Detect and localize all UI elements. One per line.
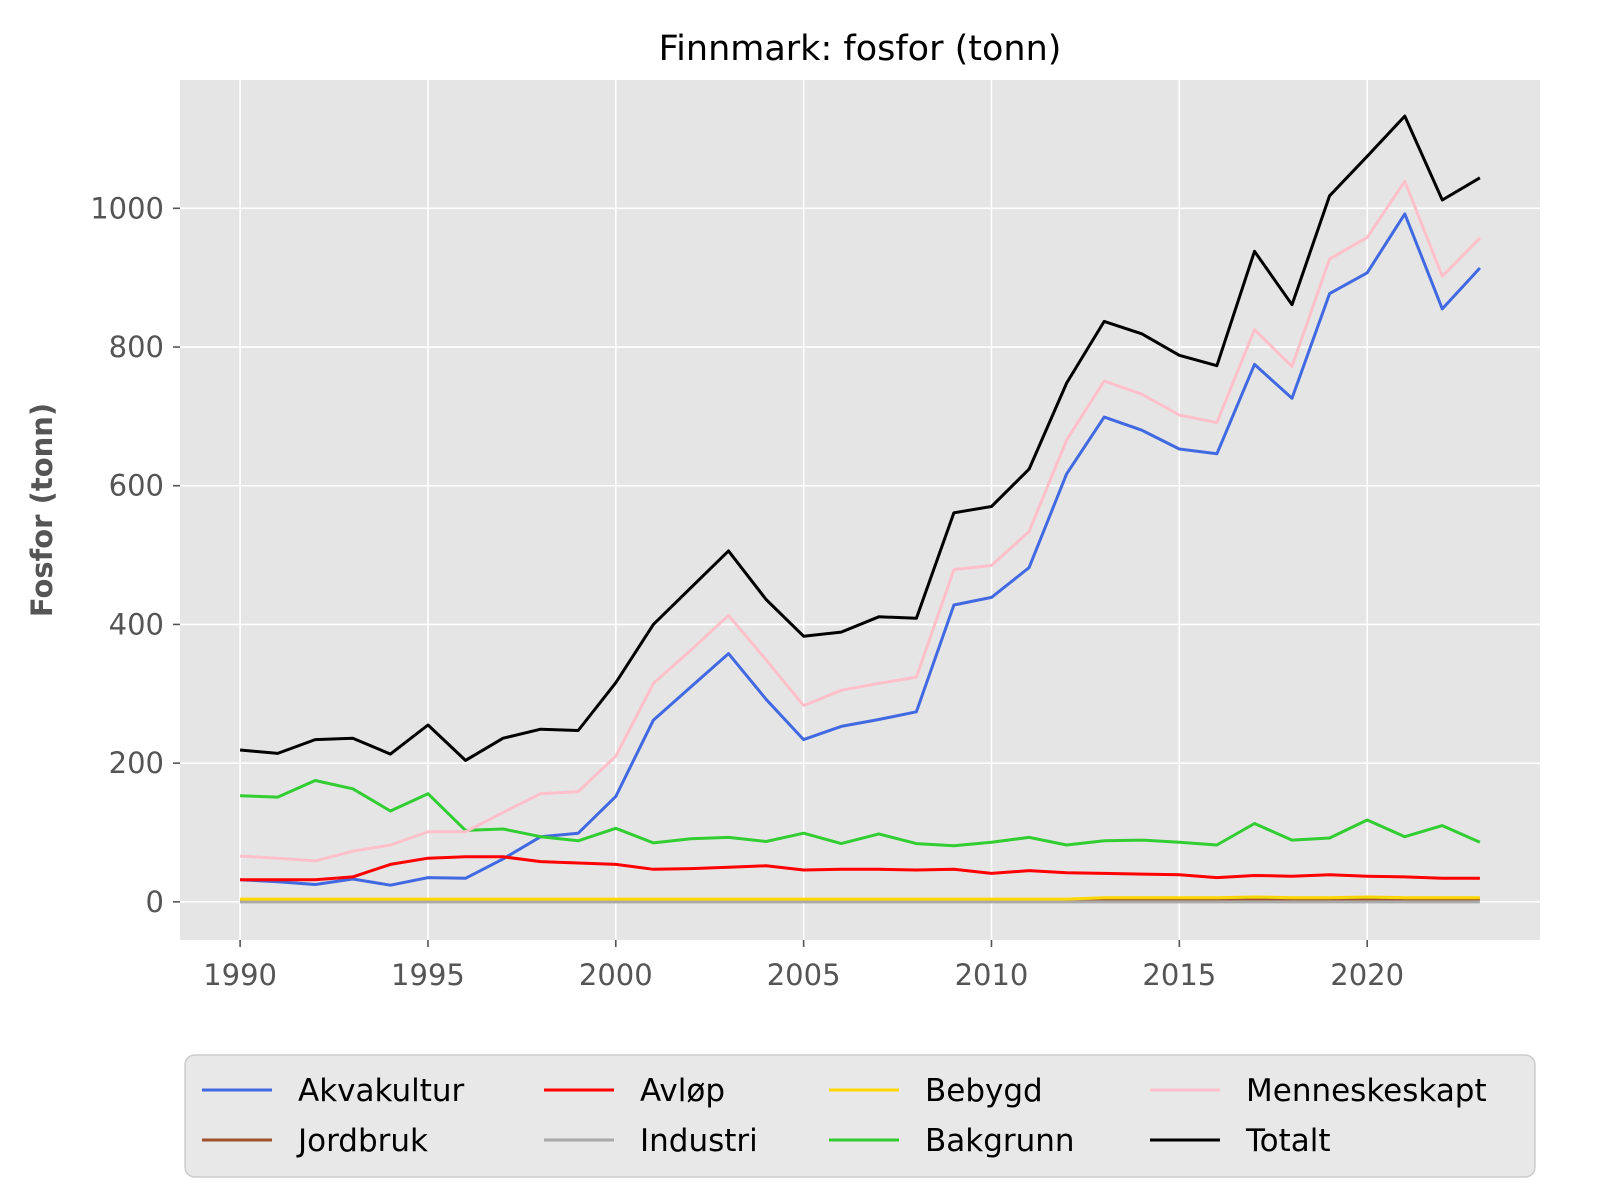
y-axis-label: Fosfor (tonn) bbox=[25, 403, 59, 617]
y-tick-label: 200 bbox=[109, 746, 164, 780]
series-line-akvakultur bbox=[240, 212, 1482, 887]
y-tick-labels: 0 200 400 600 800 1000 bbox=[90, 191, 164, 919]
legend-label: Avløp bbox=[640, 1073, 725, 1109]
plot-background bbox=[180, 80, 1540, 940]
legend-label: Totalt bbox=[1245, 1123, 1331, 1159]
legend-label: Akvakultur bbox=[298, 1073, 465, 1109]
y-tick-label: 0 bbox=[146, 885, 164, 919]
x-tick-label: 2005 bbox=[767, 958, 841, 992]
series-lines bbox=[239, 114, 1482, 904]
series-line-avløp bbox=[240, 855, 1480, 882]
legend-label: Bakgrunn bbox=[925, 1123, 1075, 1159]
x-tick-label: 2000 bbox=[579, 958, 653, 992]
x-tick-label: 1990 bbox=[203, 958, 277, 992]
x-tick-label: 2010 bbox=[955, 958, 1029, 992]
chart-title: Finnmark: fosfor (tonn) bbox=[659, 29, 1062, 69]
x-tick-label: 2015 bbox=[1142, 958, 1216, 992]
legend-label: Jordbruk bbox=[296, 1123, 428, 1159]
legend-items: Akvakultur Avløp Bebygd Menneskeskapt Jordbr… bbox=[202, 1073, 1487, 1159]
x-tick-label: 2020 bbox=[1330, 958, 1404, 992]
legend-label: Menneskeskapt bbox=[1246, 1073, 1487, 1109]
x-tick-labels: 1990 1995 2000 2005 2010 2015 2020 bbox=[203, 958, 1404, 992]
legend-label: Bebygd bbox=[925, 1073, 1043, 1109]
legend-label: Industri bbox=[640, 1123, 758, 1159]
y-tick-label: 400 bbox=[109, 607, 164, 641]
y-tick-label: 600 bbox=[109, 469, 164, 503]
series-line-menneskeskapt bbox=[240, 179, 1481, 863]
series-line-bakgrunn bbox=[240, 779, 1481, 848]
series-line-totalt bbox=[239, 114, 1481, 762]
legend: Akvakultur Avløp Bebygd Menneskeskapt Jordbr… bbox=[184, 1054, 1536, 1178]
y-tick-label: 800 bbox=[109, 330, 164, 364]
legend-box bbox=[184, 1054, 1536, 1178]
series-line-bebygd bbox=[240, 895, 1480, 901]
y-tick-label: 1000 bbox=[90, 191, 164, 225]
x-tick-label: 1995 bbox=[391, 958, 465, 992]
